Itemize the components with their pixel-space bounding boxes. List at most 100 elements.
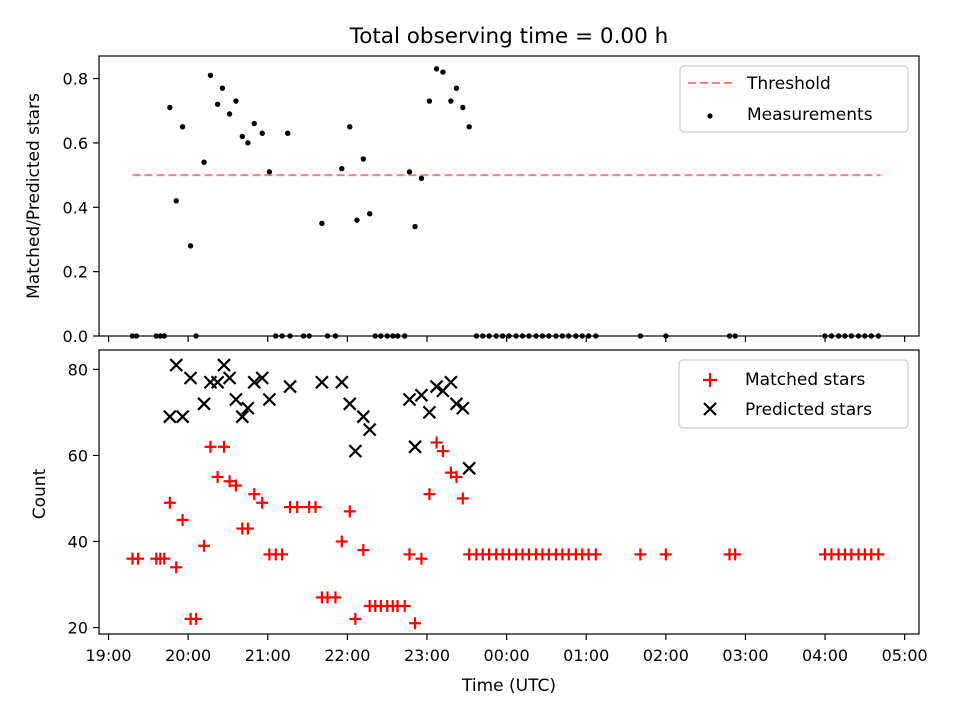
- bottom-x-ticks: 19:00 20:00 21:00 22:00 23:00 00:00 01:00 02:00…: [85, 634, 928, 665]
- predicted-star-point: [217, 358, 231, 372]
- matched-star-point: [409, 617, 422, 630]
- matched-star-point: [423, 488, 436, 501]
- predicted-star-point: [408, 440, 422, 454]
- xtick-label: 23:00: [404, 646, 450, 665]
- matched-star-point: [415, 552, 428, 565]
- bottom-ytick-label: 80: [68, 360, 88, 379]
- predicted-stars-points: [163, 358, 476, 476]
- measurement-point: [214, 101, 221, 107]
- top-y-ticks: 0.0 0.2 0.4 0.6 0.8: [63, 70, 99, 346]
- matched-star-point: [163, 496, 176, 509]
- matched-star-point: [659, 548, 672, 561]
- legend-predicted-label: Predicted stars: [745, 400, 872, 420]
- legend-measurements-marker: [707, 113, 713, 119]
- matched-stars-points: [126, 436, 885, 630]
- predicted-star-point: [241, 401, 255, 415]
- measurement-point: [418, 175, 425, 181]
- matched-star-point: [229, 479, 242, 492]
- measurement-point: [226, 111, 233, 117]
- measurement-point: [466, 124, 472, 130]
- measurement-point: [201, 159, 207, 165]
- matched-star-point: [357, 544, 370, 557]
- matched-star-point: [132, 552, 145, 565]
- predicted-star-point: [222, 371, 237, 385]
- xtick-label: 03:00: [722, 646, 768, 665]
- chart-title: Total observing time = 0.00 h: [349, 24, 669, 49]
- matched-star-point: [256, 496, 269, 509]
- top-ylabel: Matched/Predicted stars: [24, 93, 44, 299]
- xtick-label: 21:00: [245, 646, 291, 665]
- predicted-star-point: [462, 461, 476, 476]
- legend-matched-label: Matched stars: [745, 370, 865, 390]
- measurement-point: [245, 140, 251, 146]
- top-legend-box: [679, 65, 909, 133]
- x-axis-label: Time (UTC): [461, 676, 556, 696]
- measurement-point: [251, 120, 257, 127]
- predicted-star-point: [342, 397, 357, 411]
- bottom-axes-frame: [98, 349, 920, 635]
- predicted-star-point: [247, 375, 262, 390]
- matched-star-point: [634, 548, 647, 561]
- matched-star-point: [349, 612, 362, 625]
- predicted-star-point: [402, 392, 417, 407]
- legend-predicted-marker: [703, 402, 717, 416]
- matched-star-point: [450, 470, 463, 483]
- matched-star-point: [158, 552, 171, 565]
- matched-star-point: [291, 501, 304, 514]
- top-panel: 0.00.20.40.60.8 Matched/Predicted stars …: [24, 55, 920, 346]
- measurement-point: [347, 124, 353, 130]
- matched-star-point: [430, 436, 443, 449]
- measurement-point: [266, 169, 273, 175]
- measurement-point: [412, 223, 418, 230]
- predicted-star-point: [429, 379, 444, 394]
- predicted-star-point: [235, 409, 250, 424]
- predicted-star-point: [414, 388, 429, 402]
- predicted-star-point: [456, 401, 470, 415]
- bottom-y-ticks: 20 40 60 80: [68, 360, 99, 638]
- bottom-ytick-label: 60: [68, 446, 88, 465]
- matched-star-point: [176, 513, 189, 526]
- xtick-label: 04:00: [802, 646, 848, 665]
- top-ytick-label: 0.8: [63, 70, 88, 89]
- measurement-point: [179, 124, 186, 130]
- predicted-star-point: [210, 375, 225, 390]
- predicted-star-point: [449, 397, 464, 411]
- measurement-point: [319, 220, 325, 227]
- measurement-point: [453, 85, 460, 91]
- matched-star-point: [335, 535, 348, 548]
- predicted-star-point: [169, 358, 184, 372]
- xtick-label: 19:00: [85, 646, 131, 665]
- predicted-star-point: [362, 422, 377, 437]
- measurement-point: [433, 66, 440, 72]
- matched-star-point: [729, 548, 742, 561]
- measurement-point: [339, 165, 345, 172]
- matched-star-point: [276, 548, 289, 561]
- measurement-point: [426, 98, 433, 104]
- measurement-point: [239, 133, 246, 140]
- xtick-label: 02:00: [643, 646, 689, 665]
- top-ytick-label: 0.2: [63, 263, 88, 282]
- matched-star-point: [198, 539, 211, 552]
- measurement-point: [167, 104, 173, 111]
- legend-matched-marker: [703, 373, 717, 387]
- matched-star-point: [309, 501, 322, 514]
- top-legend: Threshold Measurements: [679, 65, 909, 133]
- measurement-point: [207, 72, 214, 79]
- measurement-point: [233, 98, 239, 104]
- bottom-ytick-label: 40: [68, 532, 88, 551]
- matched-star-point: [329, 591, 342, 604]
- measurement-point: [187, 243, 194, 249]
- matched-star-point: [217, 440, 230, 453]
- bottom-panel: 20 40 60 80 19:00 20:00 21:00 22:00 23:00 00:00 0…: [30, 349, 928, 696]
- bottom-legend: Matched stars Predicted stars: [678, 359, 909, 429]
- matched-star-point: [436, 445, 449, 458]
- matched-star-point: [211, 470, 224, 483]
- measurement-point: [219, 85, 226, 91]
- matched-star-point: [241, 522, 254, 535]
- top-axes-frame: [98, 55, 920, 337]
- xtick-label: 22:00: [324, 646, 370, 665]
- matched-star-point: [204, 440, 217, 453]
- matched-star-point: [170, 561, 183, 574]
- matched-star-point: [248, 488, 261, 501]
